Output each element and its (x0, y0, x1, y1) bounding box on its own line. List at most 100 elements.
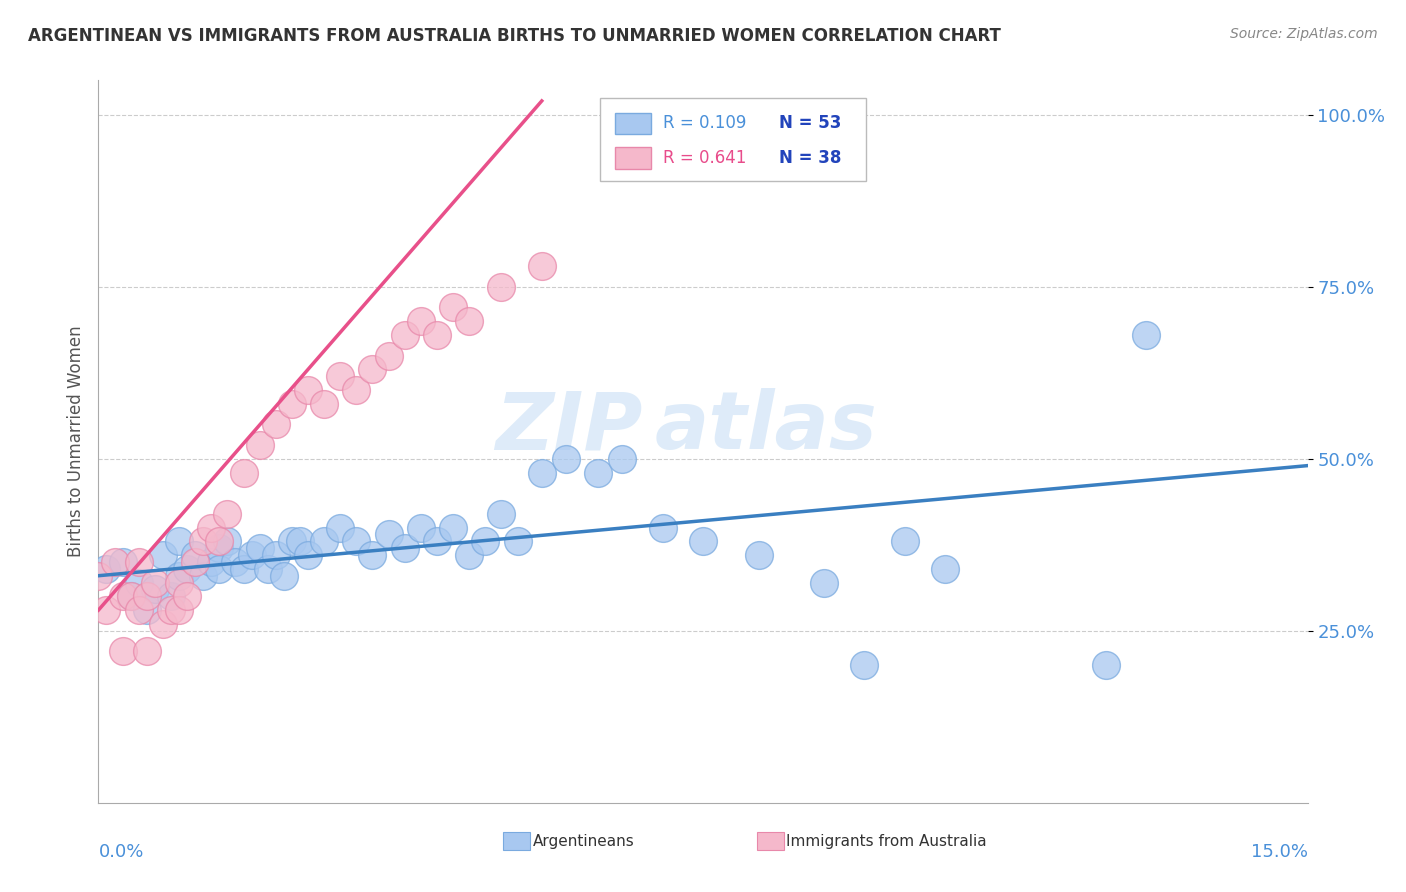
Point (193, 534, 215, 549)
Point (135, 590, 157, 604)
Point (249, 438, 271, 452)
Point (441, 520, 464, 534)
Point (249, 541, 271, 556)
Point (96, 562, 118, 576)
Point (135, 644, 157, 658)
Point (128, 555, 150, 569)
Point (530, 466, 553, 480)
Bar (503, 831, 530, 850)
Point (314, 397, 336, 411)
Point (240, 548, 263, 562)
Point (160, 603, 183, 617)
Text: ARGENTINEAN VS IMMIGRANTS FROM AUSTRALIA BIRTHS TO UNMARRIED WOMEN CORRELATION C: ARGENTINEAN VS IMMIGRANTS FROM AUSTRALIA… (28, 27, 1001, 45)
Point (1095, 658, 1118, 673)
Point (128, 603, 150, 617)
Point (377, 349, 399, 363)
Point (344, 383, 367, 397)
Point (217, 534, 239, 549)
Point (297, 548, 319, 562)
Y-axis label: Births to Unmarried Women: Births to Unmarried Women (66, 326, 84, 558)
Point (491, 279, 513, 293)
Point (167, 568, 190, 582)
Point (135, 603, 157, 617)
Point (651, 520, 673, 534)
Point (530, 259, 553, 273)
Text: N = 38: N = 38 (779, 149, 842, 167)
Point (692, 534, 714, 549)
Point (167, 603, 190, 617)
Point (344, 534, 367, 549)
Point (506, 534, 529, 549)
Point (217, 507, 239, 521)
Point (208, 534, 231, 549)
Point (152, 548, 174, 562)
Point (128, 575, 150, 590)
Text: Argentineans: Argentineans (533, 834, 634, 848)
Point (264, 548, 287, 562)
Text: R = 0.109: R = 0.109 (664, 114, 747, 132)
Point (184, 555, 207, 569)
Point (441, 301, 464, 315)
Point (934, 562, 956, 576)
Text: Immigrants from Australia: Immigrants from Australia (786, 834, 987, 848)
Point (176, 590, 198, 604)
Text: Source: ZipAtlas.com: Source: ZipAtlas.com (1230, 27, 1378, 41)
Point (491, 507, 513, 521)
Point (314, 534, 336, 549)
Text: 0.0%: 0.0% (98, 843, 143, 861)
Text: R = 0.641: R = 0.641 (664, 149, 747, 167)
Point (232, 562, 254, 576)
Point (409, 520, 432, 534)
Point (426, 327, 449, 342)
Point (176, 562, 198, 576)
Point (152, 616, 174, 631)
FancyBboxPatch shape (600, 98, 866, 181)
Text: atlas: atlas (655, 388, 877, 467)
Point (426, 534, 449, 549)
Text: 15.0%: 15.0% (1250, 843, 1308, 861)
Point (200, 520, 222, 534)
Point (96, 603, 118, 617)
Point (748, 548, 770, 562)
Point (361, 548, 384, 562)
Point (329, 369, 352, 384)
Point (1135, 327, 1157, 342)
Point (224, 555, 246, 569)
Point (329, 520, 352, 534)
Point (288, 534, 311, 549)
Point (458, 314, 481, 328)
Text: N = 53: N = 53 (779, 114, 842, 132)
Point (281, 534, 304, 549)
Point (297, 383, 319, 397)
Point (232, 466, 254, 480)
Point (167, 534, 190, 549)
Bar (758, 831, 785, 850)
Point (167, 575, 190, 590)
Point (458, 548, 481, 562)
Point (394, 541, 416, 556)
Point (193, 568, 215, 582)
Point (394, 327, 416, 342)
Bar (614, 112, 651, 135)
Point (264, 417, 287, 432)
Point (893, 534, 915, 549)
Bar (614, 147, 651, 169)
Point (208, 541, 231, 556)
Point (103, 555, 125, 569)
Point (160, 590, 183, 604)
Point (474, 534, 496, 549)
Point (143, 582, 166, 597)
Point (853, 658, 876, 673)
Point (143, 575, 166, 590)
Point (87, 568, 110, 582)
Point (586, 466, 609, 480)
Point (111, 555, 134, 569)
Point (120, 590, 142, 604)
Point (111, 590, 134, 604)
Point (361, 362, 384, 376)
Text: ZIP: ZIP (495, 388, 643, 467)
Point (184, 548, 207, 562)
Point (409, 314, 432, 328)
Point (377, 527, 399, 541)
Point (273, 568, 295, 582)
